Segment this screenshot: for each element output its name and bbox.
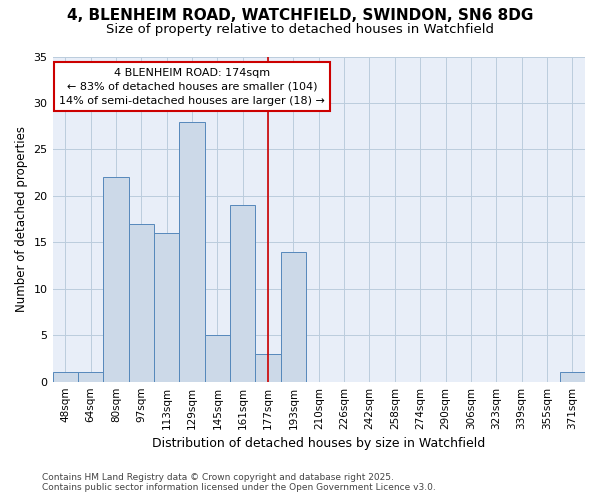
- Bar: [103, 178, 128, 382]
- Bar: [78, 372, 103, 382]
- Bar: [154, 233, 179, 382]
- Bar: [128, 224, 154, 382]
- Text: 4, BLENHEIM ROAD, WATCHFIELD, SWINDON, SN6 8DG: 4, BLENHEIM ROAD, WATCHFIELD, SWINDON, S…: [67, 8, 533, 22]
- Text: 4 BLENHEIM ROAD: 174sqm
← 83% of detached houses are smaller (104)
14% of semi-d: 4 BLENHEIM ROAD: 174sqm ← 83% of detache…: [59, 68, 325, 106]
- Bar: [53, 372, 78, 382]
- X-axis label: Distribution of detached houses by size in Watchfield: Distribution of detached houses by size …: [152, 437, 485, 450]
- Text: Size of property relative to detached houses in Watchfield: Size of property relative to detached ho…: [106, 22, 494, 36]
- Bar: [205, 335, 230, 382]
- Bar: [179, 122, 205, 382]
- Y-axis label: Number of detached properties: Number of detached properties: [15, 126, 28, 312]
- Bar: [560, 372, 585, 382]
- Bar: [230, 205, 256, 382]
- Bar: [281, 252, 306, 382]
- Text: Contains HM Land Registry data © Crown copyright and database right 2025.
Contai: Contains HM Land Registry data © Crown c…: [42, 473, 436, 492]
- Bar: [256, 354, 281, 382]
